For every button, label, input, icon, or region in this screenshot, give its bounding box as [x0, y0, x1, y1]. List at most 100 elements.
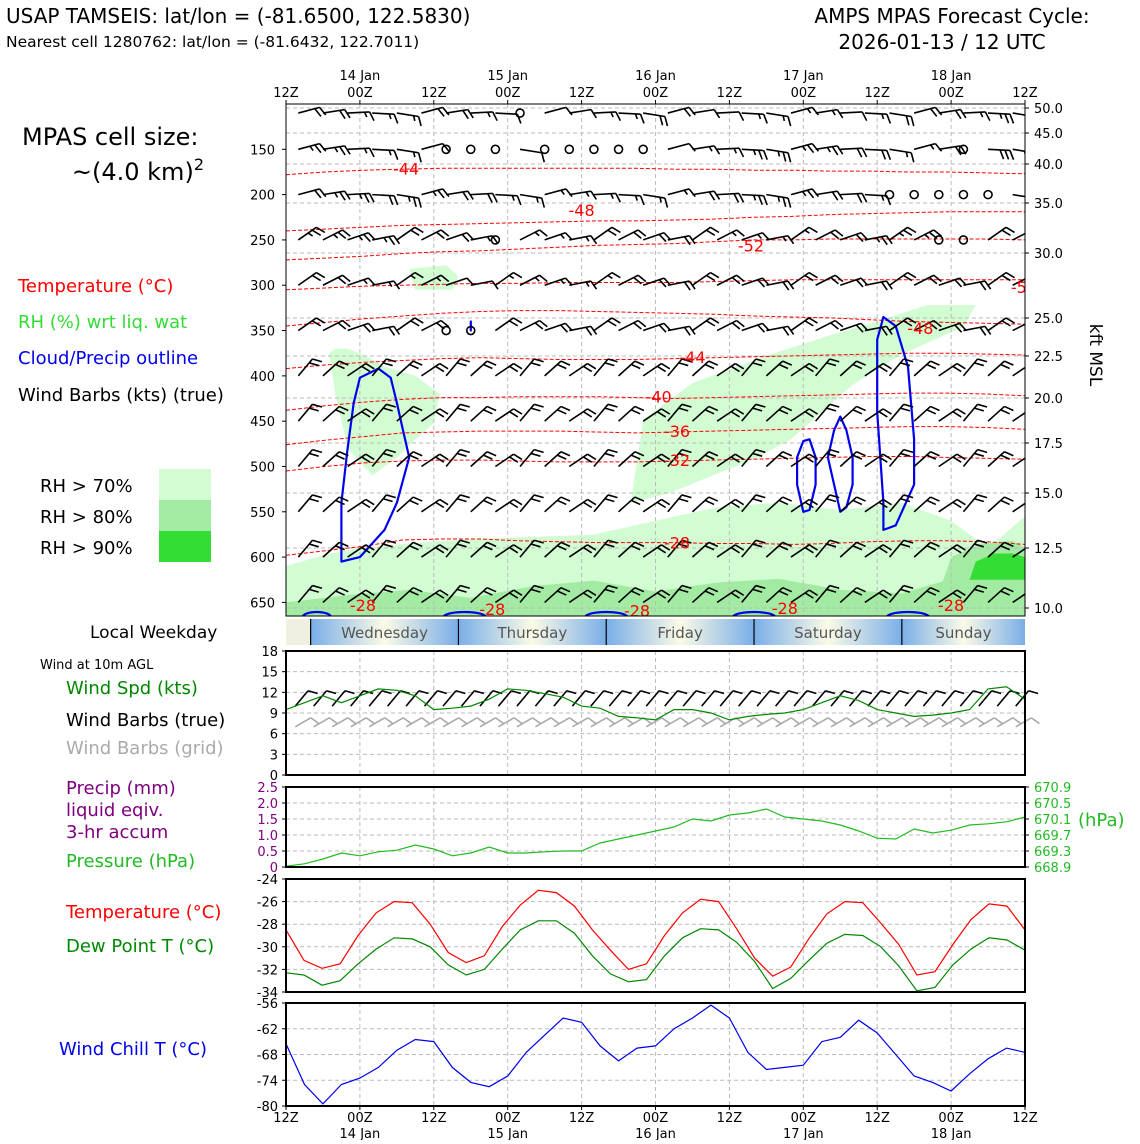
- barb-r11-7: [470, 586, 497, 604]
- barb-r3-15: [667, 234, 696, 246]
- chillPanel-tick-label-1: -62: [257, 1023, 278, 1038]
- barb-r2-11: [569, 190, 598, 200]
- legend-precip-3: 3-hr accum: [66, 822, 168, 843]
- barb-r2-5: [421, 188, 450, 199]
- barb-r8-22: [839, 451, 866, 468]
- wind-panel: 0 3 6 9 12 15 18: [261, 645, 1040, 784]
- barb-r6-21: [815, 358, 840, 377]
- pressure-tick-label-2: 669.7: [1034, 829, 1071, 844]
- barb-r8-10: [544, 451, 571, 468]
- true-barb-21: [682, 690, 706, 707]
- barb-r11-16: [691, 586, 719, 604]
- barb-r8-8: [494, 453, 523, 468]
- legend-wind-barbs: Wind Barbs (kts) (true): [18, 385, 224, 406]
- left-tick-label-650: 650: [250, 596, 275, 611]
- barb-r6-18: [741, 358, 766, 377]
- legend-temperature: Temperature (°C): [17, 276, 173, 297]
- grid-barb-20: [664, 717, 689, 728]
- temperature-line: [285, 889, 1026, 977]
- barb-r11-28: [987, 586, 1014, 604]
- temp-label-10: -28: [350, 596, 376, 615]
- weekday-segment-3: [754, 619, 902, 645]
- barb-r10-6: [445, 539, 470, 558]
- barb-r11-5: [421, 589, 449, 604]
- barb-r3-23: [864, 234, 893, 246]
- top-hour-label-6: 12Z: [717, 86, 743, 101]
- tempPanel-tick-label-1: -26: [257, 896, 278, 911]
- barb-r10-16: [691, 541, 719, 558]
- barb-r11-12: [593, 584, 618, 603]
- barb-r7-11: [568, 408, 597, 422]
- barb-r10-1: [322, 541, 349, 558]
- title-right-1: AMPS MPAS Forecast Cycle:: [814, 4, 1089, 28]
- temp-contour--5-6: [286, 279, 1025, 291]
- barb-r10-3: [371, 539, 397, 558]
- barb-r1-6-calm: [441, 144, 451, 155]
- legend-rh90-label: RH > 90%: [40, 538, 133, 559]
- top-date-label-1: 15 Jan: [487, 69, 528, 84]
- left-tick-label-350: 350: [250, 325, 275, 340]
- barb-r9-1: [322, 496, 349, 513]
- barb-r8-2: [347, 453, 375, 468]
- true-barb-11: [497, 690, 522, 707]
- barb-r9-10: [544, 496, 571, 513]
- barb-r11-21: [815, 584, 840, 603]
- title-left: USAP TAMSEIS: lat/lon = (-81.6500, 122.5…: [6, 4, 470, 28]
- barb-r8-7: [470, 451, 497, 468]
- chillPanel-tick-label-4: -80: [257, 1100, 278, 1115]
- profile-ticks: 150 200 250 300 350 400 450 500 550 600 650 50.0 45.…: [250, 102, 1063, 617]
- barb-r2-27-calm: [958, 189, 969, 200]
- barb-r1-27-calm: [958, 144, 969, 155]
- barb-r6-29: [1012, 362, 1025, 377]
- pressure-tick-label-5: 670.9: [1034, 781, 1071, 796]
- temp-contour--52-7: [286, 238, 1025, 261]
- barb-r6-14: [642, 362, 671, 377]
- barb-r2-21: [815, 190, 844, 201]
- barb-r7-4: [396, 405, 423, 422]
- barb-r0-12: [593, 111, 622, 122]
- bottom-date-label-0: 14 Jan: [340, 1127, 381, 1140]
- temp-label-12: -28: [624, 602, 650, 621]
- weekday-segment-2: [606, 619, 755, 645]
- barb-r1-10-calm: [539, 144, 550, 155]
- true-barb-16: [590, 690, 614, 707]
- barb-r6-16: [691, 360, 719, 377]
- barb-r5-11: [569, 325, 598, 336]
- temp-label-8: -32: [664, 451, 690, 470]
- barb-r0-17: [717, 111, 745, 122]
- grid-barb-10: [479, 717, 505, 728]
- cell-size-line1: MPAS cell size:: [22, 123, 198, 151]
- barb-r8-15: [667, 448, 692, 467]
- tempPanel-tick-label-5: -34: [257, 986, 278, 1001]
- dewpoint-line: [285, 920, 1026, 992]
- grid-barb-0: [294, 717, 320, 728]
- grid-barb-33: [904, 717, 929, 728]
- barb-r10-18: [741, 539, 766, 558]
- legend-dewpoint-line: Dew Point T (°C): [66, 936, 214, 957]
- temp-label-5: -44: [679, 348, 705, 367]
- true-barb-23: [719, 690, 743, 707]
- weekday-title: Local Weekday: [90, 623, 217, 643]
- barb-r7-28: [987, 405, 1014, 422]
- rh90-region-0: [969, 553, 1025, 580]
- top-date-label-2: 16 Jan: [635, 69, 676, 84]
- barb-r4-12: [593, 271, 621, 286]
- barb-r11-20: [790, 589, 818, 604]
- pressure-line: [285, 808, 1026, 867]
- barb-r2-4: [396, 193, 422, 208]
- chillPanel-tick-label-3: -74: [257, 1074, 278, 1089]
- temp-label-6: -40: [646, 388, 672, 407]
- precipPanel-tick-label-3: 1.5: [257, 813, 278, 828]
- right-tick-label-12.5: 12.5: [1034, 542, 1063, 557]
- grid-barb-26: [775, 717, 800, 728]
- barb-r8-23: [864, 453, 892, 468]
- barb-r6-12: [593, 358, 618, 377]
- barb-r5-3: [372, 325, 401, 336]
- barb-r1-7-calm: [465, 144, 476, 155]
- barb-r1-2: [347, 147, 375, 158]
- legend-precip-1: Precip (mm): [66, 778, 176, 799]
- barb-r6-20: [790, 362, 818, 377]
- barb-r6-0: [297, 358, 323, 377]
- precipPanel-frame: [285, 786, 1026, 868]
- barb-r8-4: [396, 451, 423, 468]
